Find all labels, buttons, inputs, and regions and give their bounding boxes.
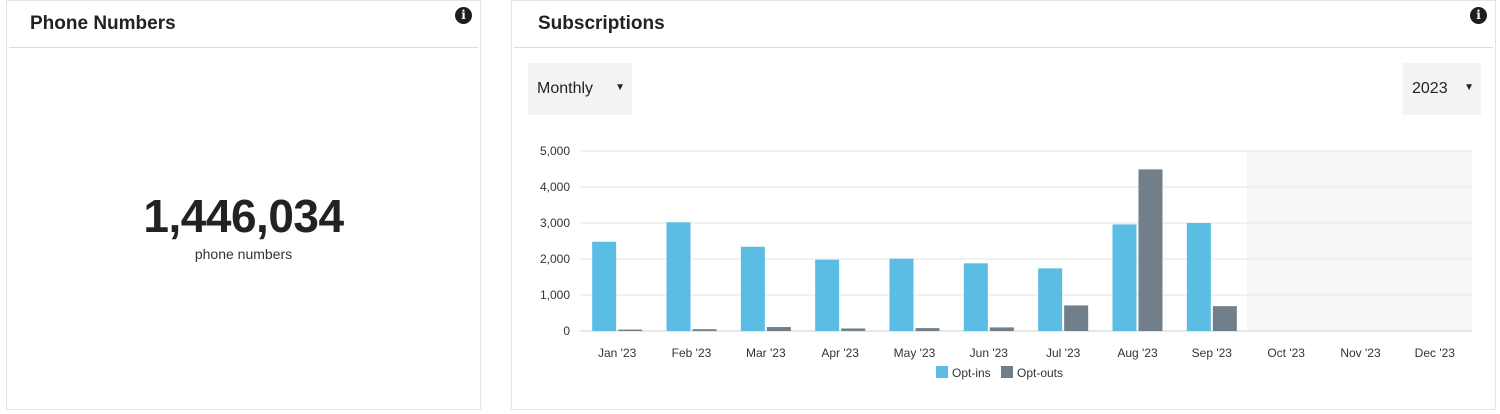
opt-outs-bar	[1138, 169, 1163, 331]
opt-ins-bar	[1186, 223, 1211, 331]
phone-numbers-header: Phone Numbers i	[9, 1, 478, 48]
info-icon[interactable]: i	[1470, 7, 1487, 24]
x-tick-label: Apr '23	[821, 346, 859, 360]
y-tick-label: 4,000	[540, 180, 570, 194]
y-tick-label: 3,000	[540, 216, 570, 230]
opt-outs-bar	[841, 328, 866, 331]
y-tick-label: 2,000	[540, 252, 570, 266]
phone-numbers-title: Phone Numbers	[30, 13, 176, 34]
future-period-band	[1247, 151, 1472, 331]
legend-swatch-opt-ins	[936, 366, 948, 378]
opt-ins-bar	[1038, 268, 1063, 331]
opt-outs-bar	[618, 329, 643, 331]
x-tick-label: Feb '23	[672, 346, 712, 360]
phone-numbers-caption: phone numbers	[194, 246, 293, 262]
x-tick-label: Dec '23	[1415, 346, 1456, 360]
x-tick-label: Oct '23	[1267, 346, 1305, 360]
year-select-value: 2023	[1412, 80, 1448, 97]
legend-label-opt-outs: Opt-outs	[1017, 366, 1063, 380]
year-select[interactable]: 2023 ▼	[1403, 63, 1481, 115]
x-tick-label: Aug '23	[1117, 346, 1158, 360]
x-tick-label: May '23	[894, 346, 936, 360]
period-select-value: Monthly	[537, 80, 594, 97]
opt-outs-bar	[989, 327, 1014, 331]
x-tick-label: Jun '23	[970, 346, 1009, 360]
opt-ins-bar	[592, 241, 617, 331]
x-tick-label: Mar '23	[746, 346, 786, 360]
legend-swatch-opt-outs	[1001, 366, 1013, 378]
caret-down-icon: ▼	[615, 82, 625, 93]
opt-ins-bar	[666, 222, 691, 331]
opt-outs-bar	[1064, 305, 1089, 331]
x-tick-label: Nov '23	[1340, 346, 1381, 360]
opt-outs-bar	[1212, 306, 1237, 331]
x-tick-label: Sep '23	[1192, 346, 1233, 360]
phone-numbers-card: Phone Numbers i 1,446,034 phone numbers	[6, 0, 481, 410]
x-tick-label: Jul '23	[1046, 346, 1081, 360]
opt-ins-bar	[1112, 224, 1137, 331]
info-icon[interactable]: i	[455, 7, 472, 24]
opt-ins-bar	[889, 258, 914, 331]
subscriptions-chart: 0 1,000 2,000 3,000 4,000 5,000 Jan '23 Feb '23…	[540, 144, 1472, 380]
y-tick-label: 5,000	[540, 144, 570, 158]
opt-ins-bar	[815, 259, 840, 331]
opt-outs-bar	[915, 328, 940, 331]
caret-down-icon: ▼	[1464, 82, 1474, 93]
subscriptions-card: Subscriptions i Monthly ▼ 2023 ▼ 0 1,000 2…	[511, 0, 1496, 410]
opt-ins-bar	[740, 246, 765, 331]
y-tick-label: 1,000	[540, 288, 570, 302]
phone-numbers-count: 1,446,034	[143, 190, 344, 242]
y-tick-label: 0	[563, 324, 570, 338]
period-select[interactable]: Monthly ▼	[528, 63, 632, 115]
opt-outs-bar	[766, 327, 791, 331]
opt-outs-bar	[692, 329, 717, 331]
legend-label-opt-ins: Opt-ins	[952, 366, 991, 380]
opt-ins-bar	[963, 263, 988, 331]
subscriptions-header: Subscriptions i	[514, 1, 1493, 48]
subscriptions-title: Subscriptions	[538, 13, 665, 34]
x-tick-label: Jan '23	[598, 346, 637, 360]
